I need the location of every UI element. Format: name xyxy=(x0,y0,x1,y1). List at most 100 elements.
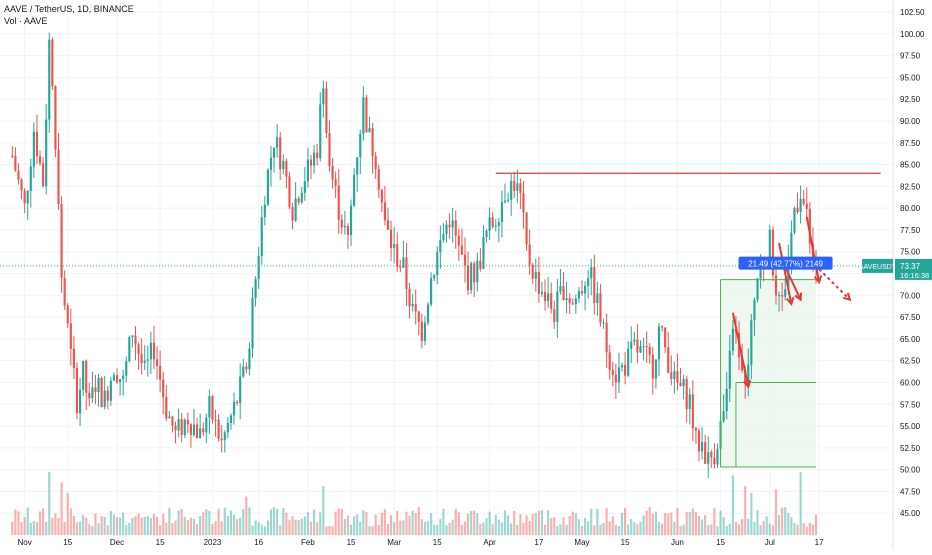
volume-bar xyxy=(694,512,698,535)
volume-bar xyxy=(51,517,54,535)
volume-bar xyxy=(796,524,799,535)
volume-bar xyxy=(91,526,94,535)
volume-bar xyxy=(408,515,411,535)
candle-body xyxy=(777,294,781,296)
volume-bar xyxy=(245,496,248,535)
candle-body xyxy=(263,204,266,218)
candle-body xyxy=(260,217,263,256)
candle-body xyxy=(454,220,457,236)
volume-bar xyxy=(423,521,427,535)
candle-body xyxy=(282,160,285,170)
candle-body xyxy=(60,204,63,278)
volume-bar xyxy=(519,514,522,535)
candle-body xyxy=(272,147,276,158)
candle-body xyxy=(223,432,226,441)
volume-label[interactable]: Vol · AAVE xyxy=(4,16,48,26)
volume-bar xyxy=(759,525,762,535)
volume-bar xyxy=(617,526,621,535)
volume-bar xyxy=(377,524,380,535)
y-tick-label: 100.00 xyxy=(900,30,925,39)
candle-body xyxy=(411,303,414,307)
volume-bar xyxy=(183,517,186,535)
volume-bar xyxy=(38,511,42,535)
candle-body xyxy=(657,326,661,360)
candle-body xyxy=(781,294,784,297)
volume-bar xyxy=(814,514,818,535)
candle-body xyxy=(534,272,537,279)
candle-body xyxy=(796,207,799,212)
volume-bar xyxy=(744,486,747,535)
candle-body xyxy=(291,207,294,221)
volume-bar xyxy=(636,523,639,535)
y-tick-label: 75.00 xyxy=(900,248,921,257)
candle-body xyxy=(802,198,805,204)
volume-bar xyxy=(670,512,673,535)
candle-body xyxy=(750,320,753,365)
volume-bar xyxy=(448,522,451,535)
arrow-head xyxy=(794,292,803,302)
volume-bar xyxy=(485,518,488,535)
candle-body xyxy=(51,39,54,87)
volume-bar xyxy=(620,513,624,535)
candle-body xyxy=(174,425,177,431)
x-tick-label: Jul xyxy=(765,538,775,547)
candle-body xyxy=(14,156,17,171)
volume-bar xyxy=(272,507,276,535)
volume-bar xyxy=(128,522,131,535)
candle-body xyxy=(433,275,436,279)
candle-body xyxy=(436,252,439,276)
candle-body xyxy=(676,371,679,383)
candle-body xyxy=(636,339,639,353)
candle-body xyxy=(682,378,685,386)
candle-body xyxy=(159,365,162,380)
arrow-head xyxy=(813,275,823,285)
volume-bar xyxy=(734,521,738,535)
y-tick-label: 60.00 xyxy=(900,378,921,387)
candle-body xyxy=(660,326,664,328)
candle-body xyxy=(94,387,97,393)
volume-bar xyxy=(257,522,260,535)
volume-bar xyxy=(556,525,559,535)
volume-bar xyxy=(473,510,476,535)
volume-bar xyxy=(23,517,26,535)
x-tick-label: Jun xyxy=(671,538,684,547)
candle-body xyxy=(701,442,704,452)
volume-bar xyxy=(220,521,223,535)
x-tick-label: Mar xyxy=(387,538,401,547)
symbol-title[interactable]: AAVE / TetherUS, 1D, BINANCE xyxy=(4,4,134,14)
candle-body xyxy=(245,366,248,370)
volume-bar xyxy=(722,517,725,535)
volume-bar xyxy=(781,507,784,535)
candle-body xyxy=(559,286,562,292)
volume-bar xyxy=(590,508,593,535)
volume-bar xyxy=(66,493,69,535)
y-tick-label: 80.00 xyxy=(900,204,921,213)
arrow-head xyxy=(786,297,795,307)
candle-body xyxy=(543,291,547,302)
candle-body xyxy=(128,336,131,362)
candle-body xyxy=(155,359,159,366)
volume-bar xyxy=(303,516,306,535)
volume-bar xyxy=(356,514,359,535)
candle-body xyxy=(500,202,504,222)
volume-bar xyxy=(199,516,202,535)
candle-body xyxy=(808,208,811,244)
volume-bar xyxy=(426,521,430,535)
candle-body xyxy=(654,359,657,379)
volume-bar xyxy=(63,521,66,535)
volume-bar xyxy=(445,525,448,535)
x-tick-label: 16 xyxy=(254,538,263,547)
candle-body xyxy=(54,86,57,150)
candle-body xyxy=(759,266,762,279)
volume-bar xyxy=(777,515,781,535)
volume-bar xyxy=(679,526,682,535)
volume-bar xyxy=(353,516,356,535)
candle-body xyxy=(334,179,337,186)
volume-bar xyxy=(707,525,710,535)
volume-bar xyxy=(799,472,802,535)
volume-bar xyxy=(442,508,445,535)
measure-label-bg xyxy=(738,256,833,270)
price-tag-countdown: 16:16:38 xyxy=(900,271,929,280)
volume-bar xyxy=(334,511,337,535)
